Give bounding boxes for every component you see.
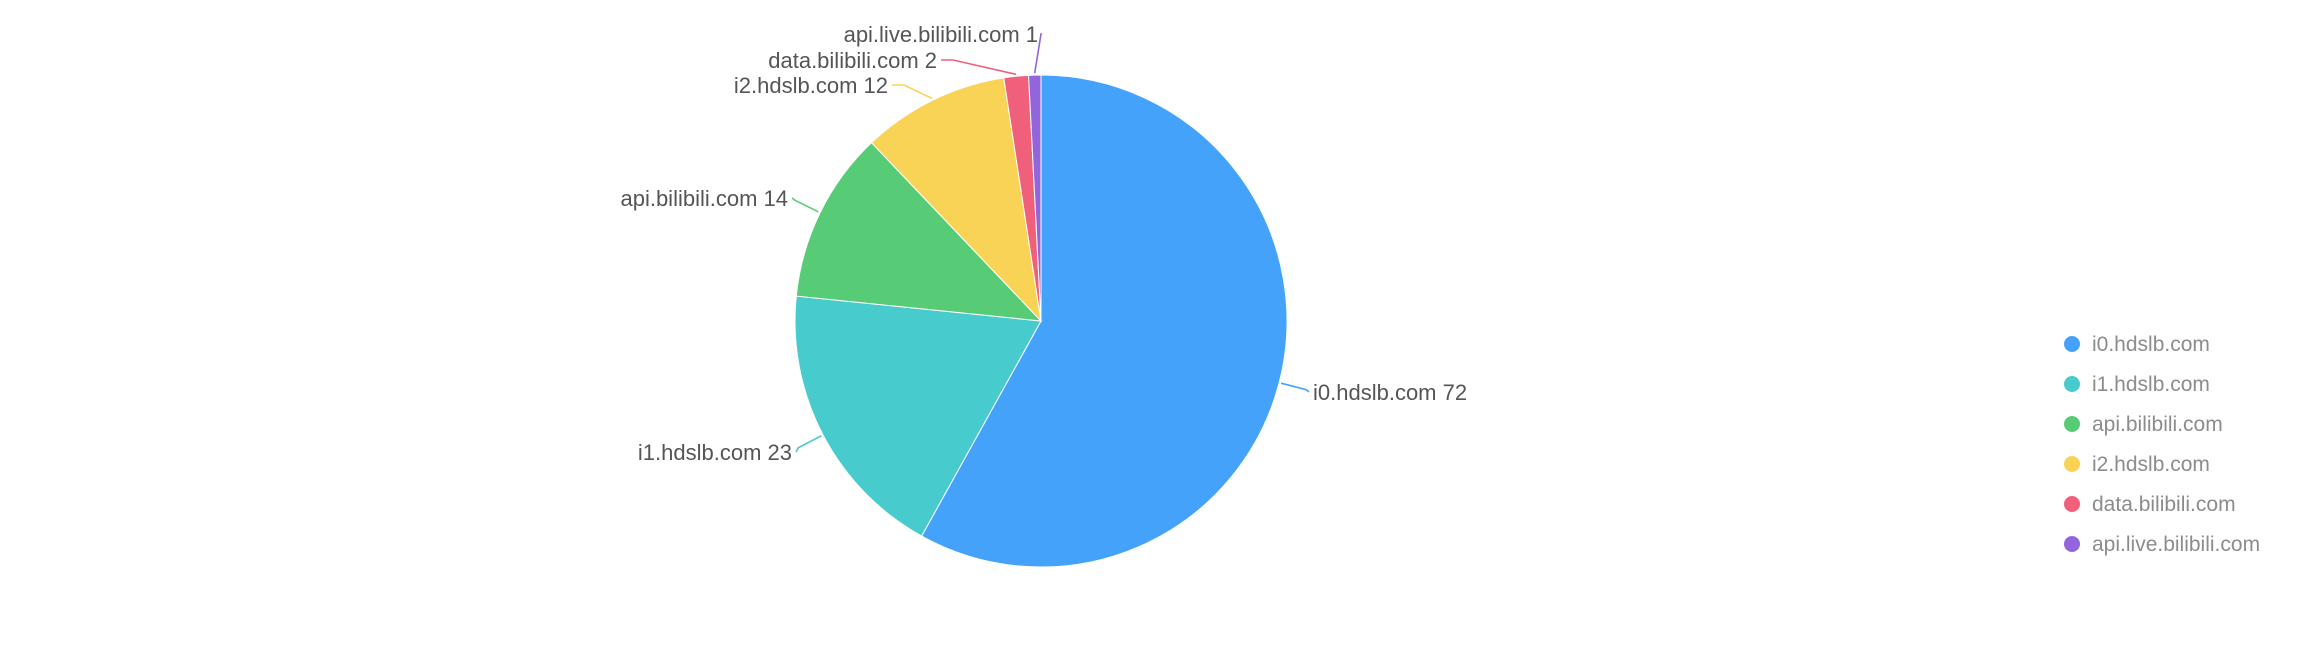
pie-label-data-bilibili-com: data.bilibili.com 2 [768,48,937,73]
legend-marker-i2-hdslb-com [2064,456,2080,472]
legend-label-i1-hdslb-com: i1.hdslb.com [2092,373,2210,396]
pie-slice-i1-hdslb-com[interactable] [794,295,1042,537]
pie-labels: i0.hdslb.com 72 i1.hdslb.com 23 api.bilibi… [620,22,1467,465]
pie-label-i0-hdslb-com: i0.hdslb.com 72 [1313,380,1467,405]
legend-label-api-live-bilibili-com: api.live.bilibili.com [2092,533,2260,556]
pie-label-i2-hdslb-com: i2.hdslb.com 12 [734,73,888,98]
legend-item-api-bilibili-com[interactable]: api.bilibili.com [2064,413,2223,436]
legend-item-i0-hdslb-com[interactable]: i0.hdslb.com [2064,333,2210,356]
leader-line-i0-hdslb-com [1280,382,1310,393]
pie-slice-i0-hdslb-com[interactable] [920,74,1288,568]
legend-marker-api-bilibili-com [2064,416,2080,432]
pie-label-i1-hdslb-com: i1.hdslb.com 23 [638,440,792,465]
legend-marker-i1-hdslb-com [2064,376,2080,392]
pie-slice-api-live-bilibili-com[interactable] [1028,74,1042,322]
legend-item-api-live-bilibili-com[interactable]: api.live.bilibili.com [2064,533,2260,556]
leader-line-data-bilibili-com [941,59,1017,76]
pie-slice-api-bilibili-com[interactable] [795,141,1043,322]
legend-item-i2-hdslb-com[interactable]: i2.hdslb.com [2064,453,2210,476]
legend-label-data-bilibili-com: data.bilibili.com [2092,493,2236,516]
legend-label-i0-hdslb-com: i0.hdslb.com [2092,333,2210,356]
legend-marker-api-live-bilibili-com [2064,536,2080,552]
pie-label-api-bilibili-com: api.bilibili.com 14 [620,186,788,211]
legend-label-api-bilibili-com: api.bilibili.com [2092,413,2223,436]
leader-line-api-bilibili-com [791,197,819,213]
legend-label-i2-hdslb-com: i2.hdslb.com [2092,453,2210,476]
legend: i0.hdslb.com i1.hdslb.com api.bilibili.com… [2064,333,2260,556]
pie-slices [794,74,1288,568]
legend-item-data-bilibili-com[interactable]: data.bilibili.com [2064,493,2236,516]
legend-marker-i0-hdslb-com [2064,336,2080,352]
legend-marker-data-bilibili-com [2064,496,2080,512]
leader-line-i2-hdslb-com [892,84,933,100]
pie-leader-lines [791,33,1310,453]
leader-line-api-live-bilibili-com [1033,33,1042,74]
pie-label-api-live-bilibili-com: api.live.bilibili.com 1 [844,22,1038,47]
leader-line-i1-hdslb-com [795,435,822,453]
legend-item-i1-hdslb-com[interactable]: i1.hdslb.com [2064,373,2210,396]
pie-slice-i2-hdslb-com[interactable] [870,77,1042,323]
